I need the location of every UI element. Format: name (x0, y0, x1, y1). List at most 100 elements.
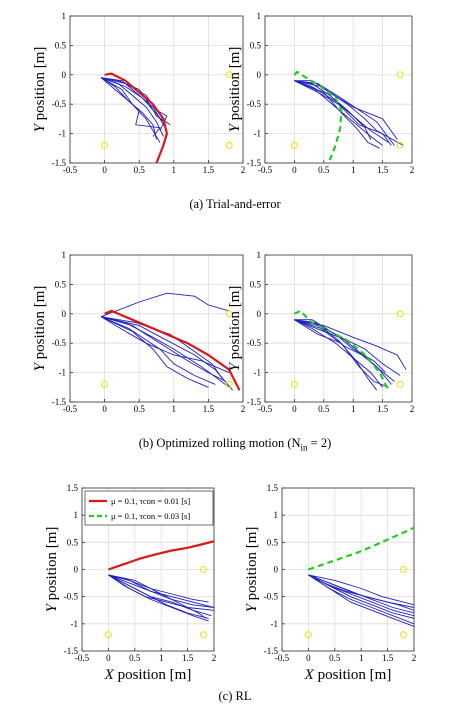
target-marker (199, 565, 207, 574)
experiment-trajectory (100, 316, 233, 391)
x-tick-label: 0.5 (134, 404, 146, 414)
x-axis-label: X position [m] (304, 667, 392, 683)
target-marker (396, 141, 404, 149)
y-axis-label: Y position [m] (32, 47, 48, 133)
y-tick-label: -1 (254, 129, 262, 139)
y-tick-label: -1.5 (264, 646, 279, 656)
experiment-trajectory (100, 77, 161, 143)
x-tick-label: 1.5 (203, 404, 215, 414)
experiment-trajectory (100, 316, 226, 382)
experiment-trajectory (294, 319, 401, 376)
y-tick-label: 0 (257, 70, 262, 80)
y-tick-label: 0.5 (55, 40, 67, 50)
experiment-trajectory (100, 316, 230, 388)
y-tick-label: 0 (74, 565, 79, 575)
y-axis-label: Y position [m] (244, 527, 260, 613)
x-tick-label: 0 (102, 165, 107, 175)
x-axis-label: X position [m] (104, 667, 192, 683)
y-axis-label: Y position [m] (44, 527, 60, 613)
x-tick-label: 0.5 (129, 653, 141, 663)
panel-a-left: -0.5 0 0.5 1 1.5 2 -1.5 -1 -0.5 0 0.5 1 Y position [… (32, 11, 245, 175)
x-tick-label: 1.5 (382, 653, 394, 663)
target-marker (225, 141, 233, 149)
caption-b: (b) Optimized rolling motion (Nin = 2) (0, 436, 470, 453)
experiment-trajectory (100, 292, 230, 318)
experiment-trajectory (101, 316, 223, 379)
target-marker (199, 631, 207, 639)
x-tick-label: 1.5 (377, 165, 389, 175)
experiment-trajectory (308, 574, 414, 627)
x-tick-label: 2 (212, 653, 217, 663)
experiment-trajectory (294, 80, 389, 143)
experiment-trajectory (100, 77, 161, 137)
x-tick-label: 1 (159, 653, 164, 663)
target-marker (225, 380, 233, 388)
x-tick-label: 0.5 (318, 404, 330, 414)
y-tick-label: -0.5 (247, 99, 262, 109)
simulation-trajectory (293, 70, 343, 161)
x-tick-label: -0.5 (258, 404, 273, 414)
y-tick-label: 1 (62, 250, 67, 260)
experiment-trajectory (294, 80, 380, 149)
x-tick-label: 1 (172, 165, 177, 175)
y-tick-label: -1 (59, 368, 67, 378)
y-tick-label: -1.5 (247, 158, 262, 168)
x-tick-label: 0 (106, 653, 111, 663)
y-tick-label: -0.5 (64, 592, 79, 602)
legend: μ = 0.1, τcon = 0.01 [s] μ = 0.1, τcon = … (84, 490, 214, 526)
experiment-trajectory (294, 80, 383, 146)
y-tick-label: 0 (257, 309, 262, 319)
panel-b-left: -0.5 0 0.5 1 1.5 2 -1.5 -1 -0.5 0 0.5 1 Y position [… (32, 250, 245, 414)
y-tick-label: -1.5 (52, 397, 67, 407)
experiment-trajectory (294, 319, 395, 382)
y-tick-label: -0.5 (247, 338, 262, 348)
x-tick-label: 2 (241, 404, 246, 414)
x-tick-label: 1 (359, 653, 364, 663)
experiment-trajectory (294, 80, 392, 146)
experiment-trajectory (308, 574, 414, 608)
x-tick-label: 1 (351, 165, 356, 175)
experiment-trajectory (294, 319, 389, 388)
x-tick-label: 1 (351, 404, 356, 414)
simulation-trajectory (104, 72, 168, 163)
y-tick-label: 1.5 (67, 483, 79, 493)
target-marker (396, 310, 404, 318)
x-tick-label: 1.5 (203, 165, 215, 175)
axes-frame (264, 15, 413, 164)
y-tick-label: 1.5 (267, 483, 279, 493)
experiment-trajectory (294, 319, 386, 373)
simulation-trajectory (108, 540, 214, 571)
y-tick-label: -1 (254, 368, 262, 378)
x-tick-label: 1.5 (182, 653, 194, 663)
y-tick-label: -1.5 (64, 646, 79, 656)
axes-frame (69, 15, 244, 164)
target-marker (399, 631, 407, 639)
y-tick-label: 0.5 (55, 279, 67, 289)
y-tick-label: 1 (62, 11, 67, 21)
x-tick-label: 2 (410, 404, 415, 414)
x-tick-label: 0 (292, 404, 297, 414)
panel-c-right: -0.5 0 0.5 1 1.5 2 -1.5 -1 -0.5 0 0.5 1 1.5 Y positio… (244, 483, 416, 683)
experiment-trajectory (294, 319, 383, 388)
y-tick-label: -1.5 (52, 158, 67, 168)
y-tick-label: -0.5 (264, 592, 279, 602)
target-marker (396, 71, 404, 79)
target-marker (104, 631, 112, 639)
experiment-trajectory (100, 316, 230, 374)
panel-c-left: -0.5 0 0.5 1 1.5 2 -1.5 -1 -0.5 0 0.5 1 1.5 Y positio… (44, 483, 216, 683)
experiment-trajectory (108, 574, 214, 611)
legend-entry-2: μ = 0.1, τcon = 0.03 [s] (111, 511, 190, 521)
y-axis-label: Y position [m] (227, 47, 243, 133)
panel-a-right: -0.5 0 0.5 1 1.5 2-1.5-1-0.500.51Y position [… (227, 11, 414, 175)
panel-b-right: -0.5 0 0.5 1 1.5 2-1.5-1-0.500.51Y position [… (227, 250, 414, 414)
caption-b-sub: in (300, 442, 308, 453)
target-marker (101, 380, 109, 388)
y-tick-label: -1 (59, 129, 67, 139)
simulation-trajectory (104, 309, 241, 391)
target-marker (290, 380, 298, 388)
y-tick-label: 1 (274, 510, 279, 520)
target-marker (396, 380, 404, 388)
y-tick-label: 0 (62, 309, 67, 319)
x-tick-label: 0 (292, 165, 297, 175)
